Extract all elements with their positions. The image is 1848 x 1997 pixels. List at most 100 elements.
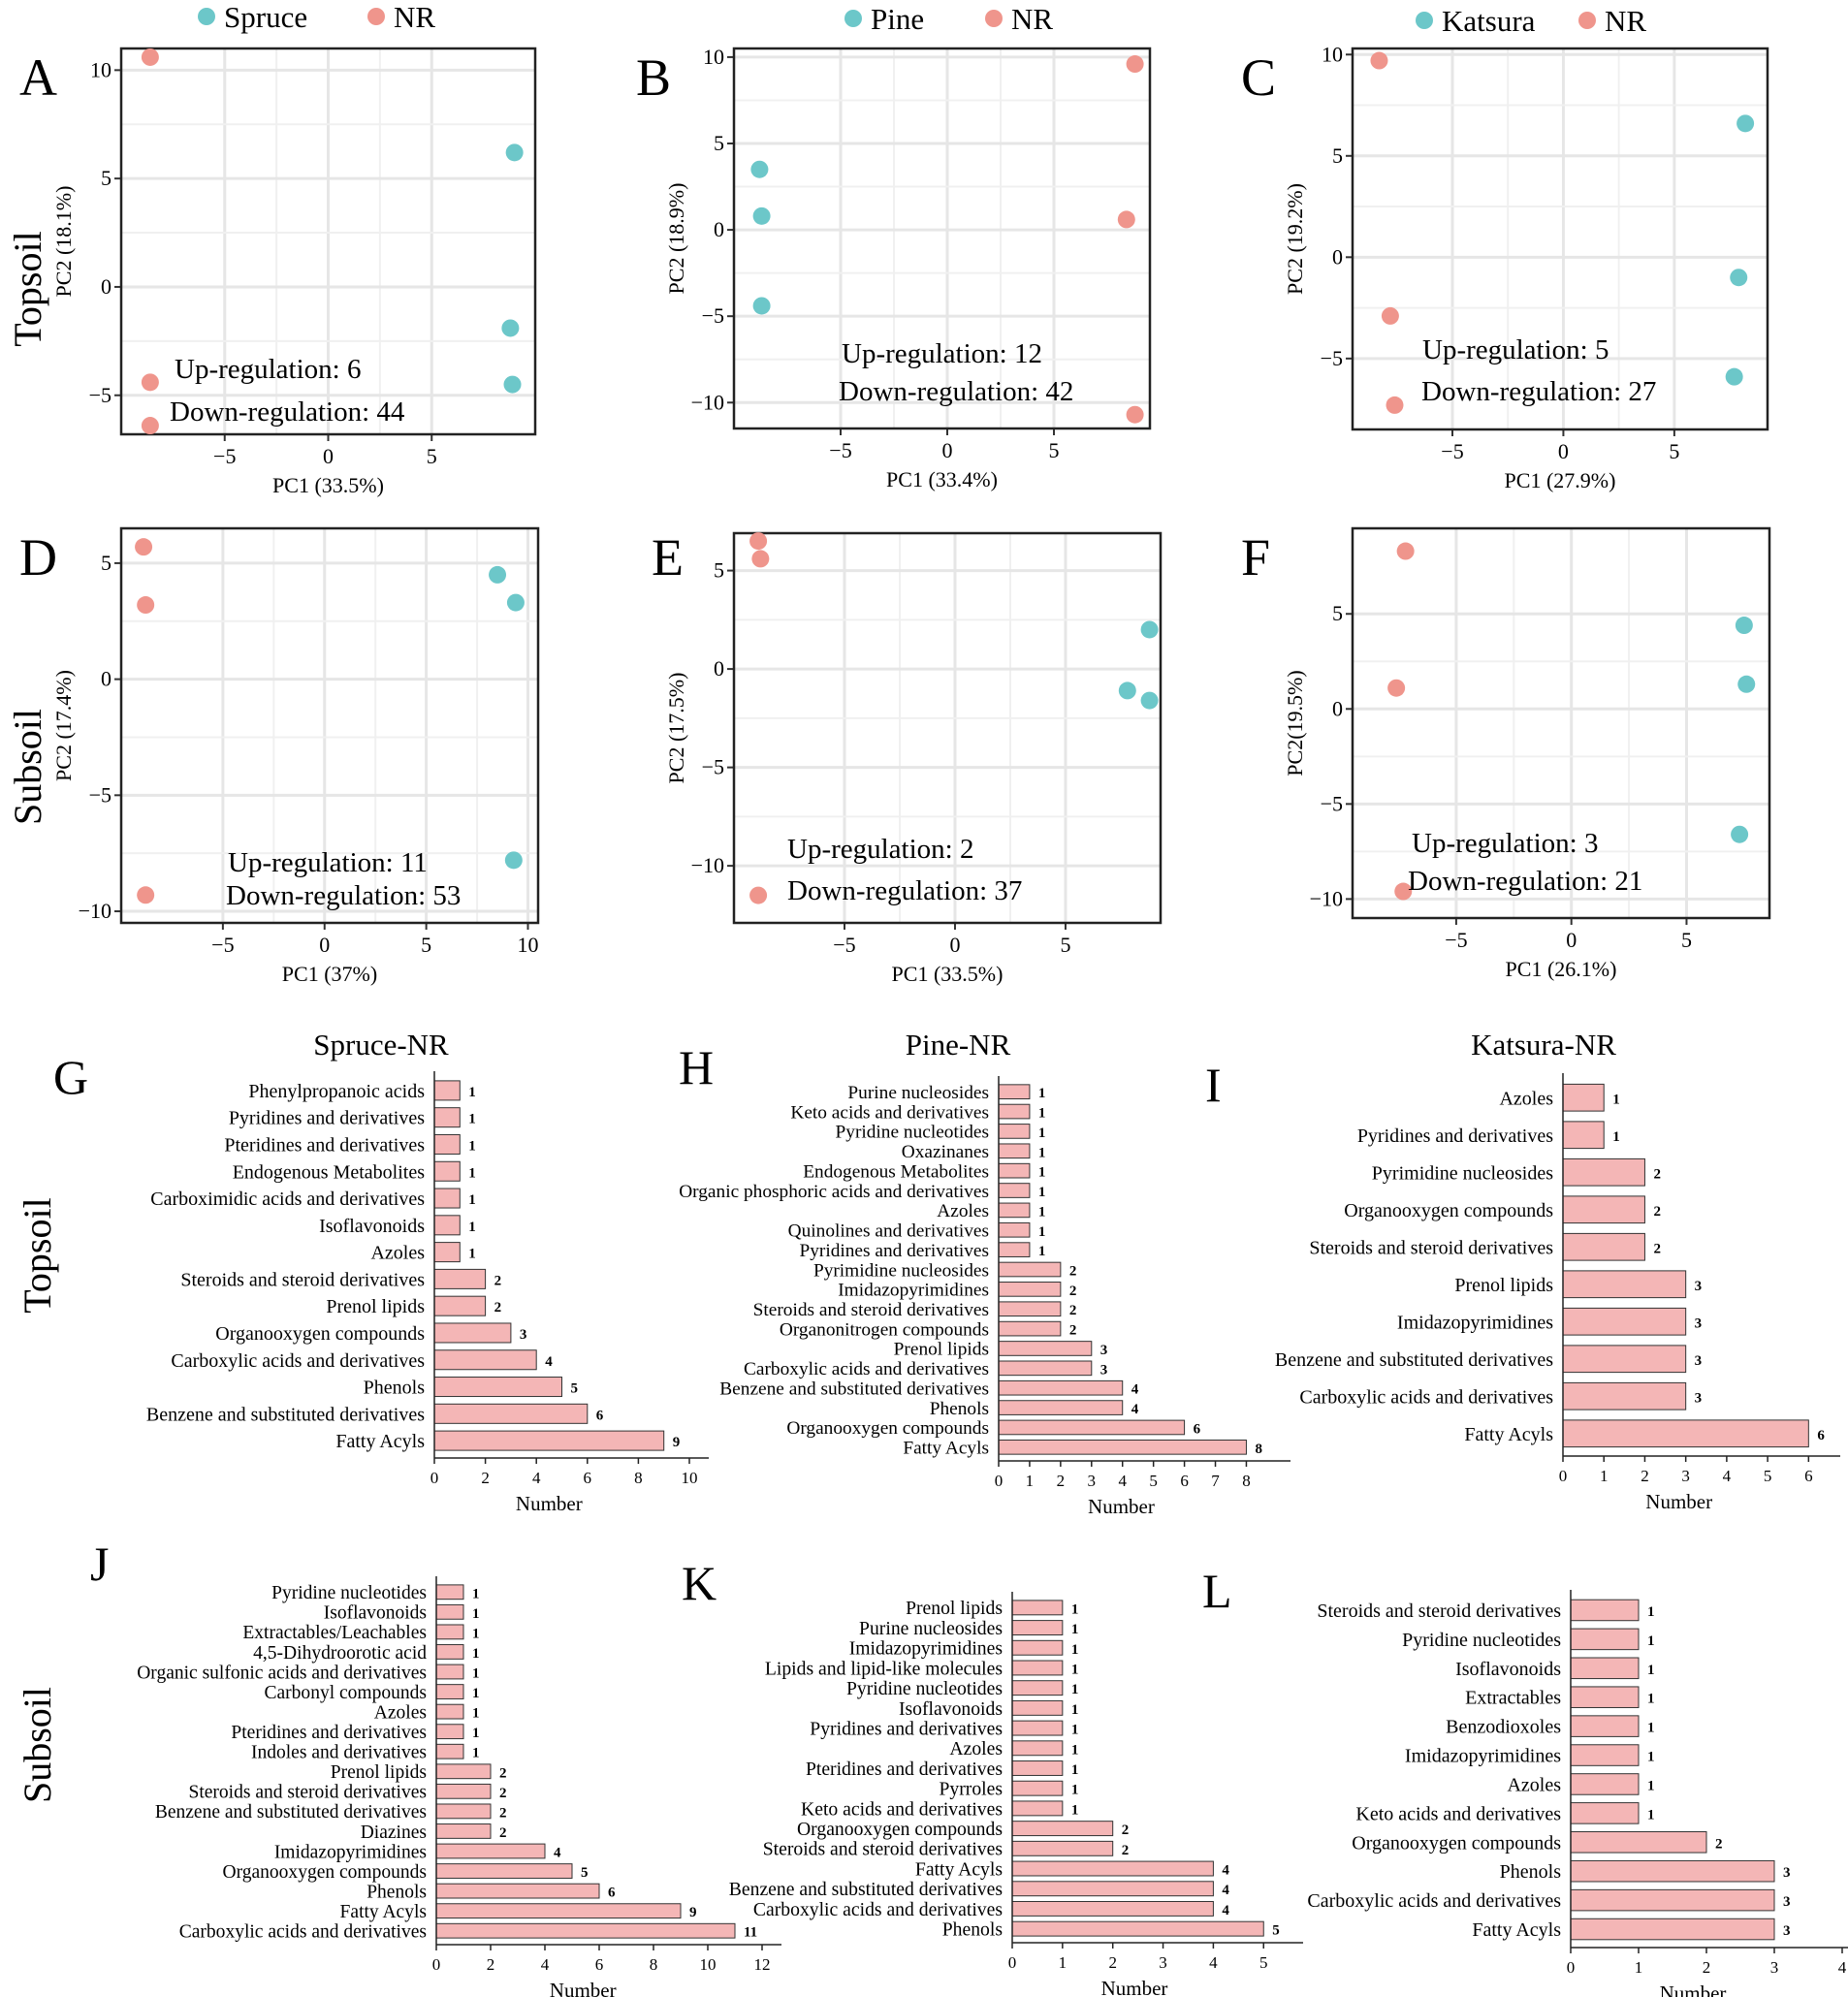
bar xyxy=(435,1703,464,1720)
category-label: Keto acids and derivatives xyxy=(1355,1803,1561,1824)
value-label: 1 xyxy=(1071,1723,1079,1738)
legend-label: NR xyxy=(1011,2,1053,36)
x-tick-label: 4 xyxy=(541,1955,550,1974)
bar xyxy=(435,1624,464,1640)
value-label: 3 xyxy=(1695,1279,1703,1294)
bar xyxy=(1011,1699,1064,1716)
value-label: 2 xyxy=(1122,1823,1130,1838)
x-tick-label: 5 xyxy=(1681,928,1692,952)
x-tick-label: 0 xyxy=(430,1469,439,1487)
value-label: 3 xyxy=(1695,1390,1703,1406)
value-label: 2 xyxy=(499,1765,507,1781)
plot-frame xyxy=(732,531,1163,925)
category-label: Steroids and steroid derivatives xyxy=(188,1783,427,1803)
panel-letter: H xyxy=(679,1040,714,1094)
x-tick-label: 4 xyxy=(1838,1958,1847,1977)
bar xyxy=(998,1162,1031,1179)
category-label: Pteridines and derivatives xyxy=(231,1723,427,1743)
y-tick-label: 10 xyxy=(703,45,724,69)
category-label: Benzene and substituted derivatives xyxy=(1275,1349,1553,1371)
chart-l: Steroids and steroid derivatives 1 Pyridin… xyxy=(1202,1564,1848,1997)
category-label: Phenylpropanoic acids xyxy=(248,1081,425,1102)
x-tick-label: 6 xyxy=(584,1469,592,1487)
value-label: 1 xyxy=(1071,1642,1079,1658)
category-label: Carboxylic acids and derivatives xyxy=(744,1359,989,1379)
category-label: Carboxylic acids and derivatives xyxy=(179,1922,427,1943)
category-label: Endogenous Metabolites xyxy=(803,1161,989,1182)
y-tick-label: 0 xyxy=(1332,696,1343,720)
bar xyxy=(435,1644,464,1660)
bar xyxy=(1011,1639,1064,1656)
x-tick-label: 0 xyxy=(432,1955,441,1974)
chart-title: Spruce-NR xyxy=(313,1028,449,1062)
value-label: 1 xyxy=(1038,1185,1046,1200)
bar xyxy=(998,1400,1124,1415)
x-tick-label: 0 xyxy=(1566,928,1577,952)
value-label: 2 xyxy=(1069,1303,1077,1318)
bar xyxy=(435,1763,492,1780)
bar xyxy=(433,1188,461,1209)
x-axis-label: Number xyxy=(1101,1977,1168,1997)
category-label: Phenols xyxy=(930,1399,989,1419)
bar xyxy=(435,1724,464,1740)
category-label: Oxazinanes xyxy=(902,1142,989,1162)
value-label: 2 xyxy=(1069,1323,1077,1339)
category-label: Purine nucleosides xyxy=(859,1618,1003,1639)
category-label: Isoflavonoids xyxy=(899,1698,1003,1720)
category-label: Prenol lipids xyxy=(894,1340,989,1360)
category-label: Phenols xyxy=(364,1378,426,1399)
bar xyxy=(1562,1121,1605,1150)
x-tick-label: 3 xyxy=(1681,1467,1690,1485)
value-label: 1 xyxy=(1071,1662,1079,1677)
bar xyxy=(998,1379,1124,1396)
value-label: 5 xyxy=(1272,1923,1280,1939)
category-label: Benzodioxoles xyxy=(1446,1717,1561,1738)
category-label: Organonitrogen compounds xyxy=(780,1319,989,1340)
value-label: 4 xyxy=(554,1846,561,1861)
value-label: 1 xyxy=(1612,1129,1620,1145)
y-tick-label: −10 xyxy=(691,390,724,414)
plot-frame xyxy=(732,47,1152,430)
category-label: Imidazopyrimidines xyxy=(274,1842,427,1862)
x-tick-label: −5 xyxy=(211,933,234,957)
category-label: Pyridines and derivatives xyxy=(799,1241,989,1261)
category-label: Steroids and steroid derivatives xyxy=(753,1300,989,1320)
legend-marker-nr xyxy=(985,10,1003,27)
value-label: 2 xyxy=(1069,1264,1077,1280)
bar xyxy=(1562,1307,1687,1336)
value-label: 1 xyxy=(1038,1125,1046,1141)
annotation: Down-regulation: 42 xyxy=(839,376,1073,407)
point-katsura xyxy=(1735,617,1753,635)
x-tick-label: 0 xyxy=(1008,1953,1017,1972)
x-tick-label: 2 xyxy=(1108,1953,1117,1972)
category-label: Carboxylic acids and derivatives xyxy=(753,1899,1003,1920)
category-label: Isoflavonoids xyxy=(324,1603,427,1624)
x-tick-label: 0 xyxy=(1559,1467,1568,1485)
point-spruce xyxy=(506,593,525,612)
x-tick-label: 2 xyxy=(1057,1472,1066,1490)
bar xyxy=(998,1143,1031,1159)
point-spruce xyxy=(505,143,524,162)
bar xyxy=(1570,1859,1775,1883)
value-label: 1 xyxy=(472,1666,480,1682)
category-label: Azoles xyxy=(1499,1088,1553,1109)
value-label: 1 xyxy=(1038,1106,1046,1122)
bar xyxy=(1562,1232,1645,1261)
x-tick-label: 2 xyxy=(1703,1958,1711,1977)
bar xyxy=(998,1202,1031,1219)
point-nr xyxy=(141,417,159,435)
point-nr xyxy=(1386,396,1404,414)
category-label: Fatty Acyls xyxy=(915,1858,1003,1880)
bar xyxy=(1562,1157,1645,1187)
bar xyxy=(1011,1821,1114,1837)
value-label: 1 xyxy=(1071,1742,1079,1758)
point-nr xyxy=(137,886,155,904)
y-tick-label: −5 xyxy=(89,782,112,807)
category-label: Pyrimidine nucleosides xyxy=(813,1260,989,1281)
x-axis-label: Number xyxy=(1660,1981,1727,1997)
bar xyxy=(1011,1920,1264,1937)
value-label: 2 xyxy=(1653,1166,1661,1182)
point-nr xyxy=(1126,405,1144,424)
chart-i: Azoles 1 Pyridines and derivatives 1 Pyrimid… xyxy=(1205,1028,1840,1513)
category-label: Azoles xyxy=(374,1702,427,1723)
